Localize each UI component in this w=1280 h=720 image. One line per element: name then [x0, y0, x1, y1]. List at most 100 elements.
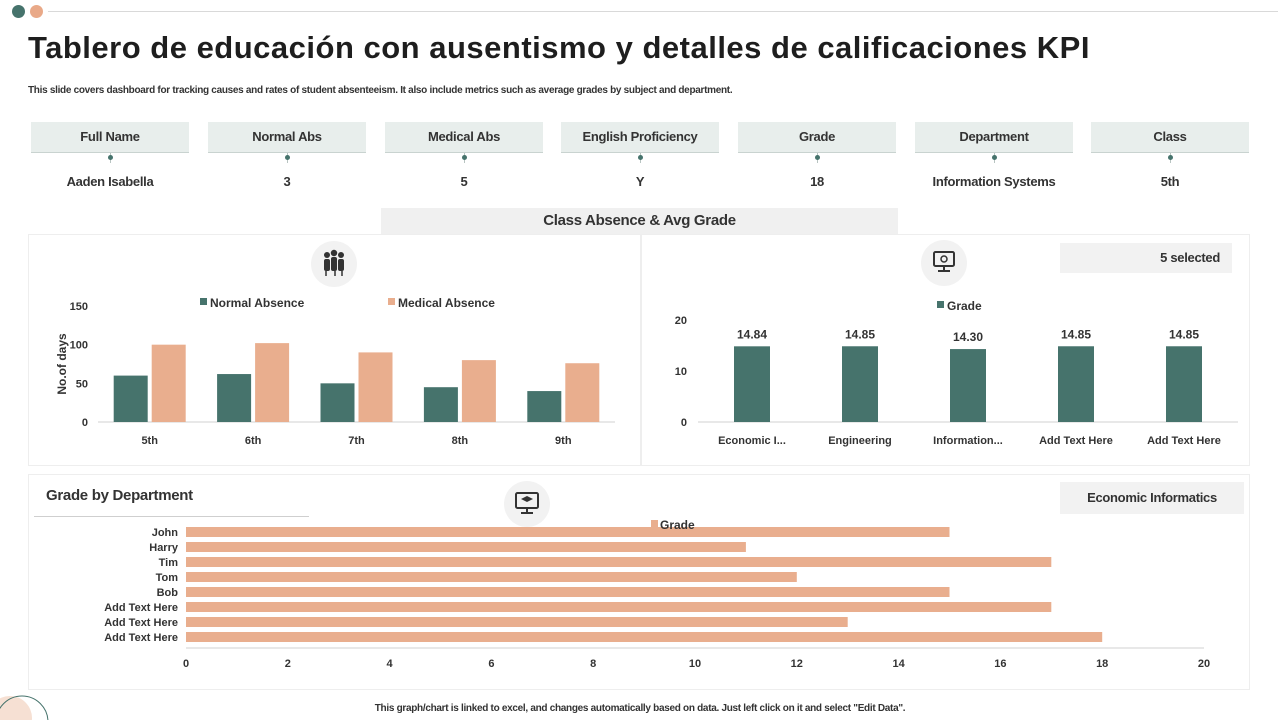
- bar-grade: [950, 349, 986, 422]
- kpi-value: Y: [635, 174, 645, 189]
- data-label: 14.85: [1061, 327, 1091, 341]
- selection-filter[interactable]: 5 selected: [1060, 243, 1232, 273]
- bar-normal-absence: [527, 391, 562, 422]
- kpi-dot: [1167, 155, 1173, 160]
- legend-label: Grade: [660, 518, 695, 532]
- x-tick-label: 16: [994, 658, 1006, 670]
- department-filter[interactable]: Economic Informatics: [1060, 482, 1244, 514]
- data-label: 14.85: [845, 327, 875, 341]
- legend-label: Medical Absence: [398, 296, 495, 310]
- kpi-medical-abs: Medical Abs 5: [385, 122, 543, 189]
- bar-medical-absence: [358, 352, 393, 422]
- x-tick-label: Add Text Here: [1147, 435, 1221, 447]
- top-divider: [48, 11, 1278, 12]
- bar-grade: [842, 346, 878, 422]
- kpi-label: Grade: [738, 122, 896, 153]
- kpi-label: Normal Abs: [208, 122, 366, 153]
- x-tick-label: 2: [285, 658, 291, 670]
- absence-chart: 0 50 100 150 No.of days 5th 6th 7th 8th 9th Normal…: [55, 296, 615, 447]
- x-tick-label: 7th: [348, 435, 365, 447]
- bar-grade: [1058, 346, 1094, 422]
- kpi-value: 3: [283, 174, 291, 189]
- bar-medical-absence: [461, 360, 496, 422]
- bar-grade: [186, 542, 746, 552]
- x-tick-label: 5th: [141, 435, 158, 447]
- data-label: 14.84: [737, 327, 767, 341]
- y-tick-label: Harry: [149, 542, 179, 554]
- x-tick-label: Engineering: [828, 435, 892, 447]
- y-tick-label: 20: [675, 315, 687, 327]
- y-tick-label: Tim: [159, 557, 179, 569]
- x-tick-label: 9th: [555, 435, 572, 447]
- people-group-icon: [311, 241, 357, 287]
- bar-medical-absence: [151, 344, 186, 422]
- bar-medical-absence: [565, 363, 600, 422]
- monitor-gear-icon: [921, 240, 967, 286]
- x-tick-label: 14: [892, 658, 905, 670]
- kpi-class: Class 5th: [1091, 122, 1249, 189]
- x-tick-label: 10: [689, 658, 701, 670]
- kpi-dot: [814, 155, 820, 160]
- section-header: Class Absence & Avg Grade: [381, 208, 898, 234]
- bar-medical-absence: [255, 343, 290, 422]
- decor-dot-teal: [12, 5, 25, 18]
- kpi-label: English Proficiency: [561, 122, 719, 153]
- data-label: 14.85: [1169, 327, 1199, 341]
- department-grade-chart: John Harry Tim Tom Bob Add Text Here Add Text …: [104, 518, 1210, 670]
- bar-grade: [186, 557, 1052, 567]
- footer-note: This graph/chart is linked to excel, and…: [374, 703, 906, 714]
- y-tick-label: Tom: [156, 572, 179, 584]
- bar-grade: [186, 602, 1052, 612]
- legend-swatch: [937, 301, 944, 308]
- bar-normal-absence: [217, 374, 252, 422]
- department-panel-title: Grade by Department: [46, 487, 193, 504]
- x-tick-label: Information...: [933, 435, 1003, 447]
- kpi-dot: [284, 155, 290, 160]
- bar-normal-absence: [320, 383, 355, 422]
- kpi-dot: [637, 155, 643, 160]
- kpi-value: 5th: [1160, 174, 1180, 189]
- x-tick-label: Add Text Here: [1039, 435, 1113, 447]
- kpi-dot: [991, 155, 997, 160]
- kpi-value: 18: [810, 174, 824, 189]
- page-subtitle: This slide covers dashboard for tracking…: [28, 85, 733, 96]
- x-tick-label: 4: [387, 658, 394, 670]
- legend-swatch: [388, 298, 395, 305]
- legend-label: Grade: [947, 299, 982, 313]
- y-tick-label: Bob: [157, 587, 179, 599]
- kpi-value: 5: [460, 174, 468, 189]
- x-tick-label: 8: [590, 658, 596, 670]
- kpi-grade: Grade 18: [738, 122, 896, 189]
- y-tick-label: Add Text Here: [104, 632, 178, 644]
- y-tick-label: 0: [681, 417, 687, 429]
- y-tick-label: Add Text Here: [104, 602, 178, 614]
- legend-swatch: [200, 298, 207, 305]
- kpi-label: Department: [915, 122, 1073, 153]
- kpi-english-proficiency: English Proficiency Y: [561, 122, 719, 189]
- bar-grade: [186, 527, 950, 537]
- y-axis-label: No.of days: [55, 333, 69, 395]
- bar-grade: [1166, 346, 1202, 422]
- page-title: Tablero de educación con ausentismo y de…: [28, 30, 1090, 65]
- y-tick-label: John: [152, 527, 179, 539]
- x-tick-label: 12: [791, 658, 803, 670]
- bar-grade: [186, 572, 797, 582]
- slider-track[interactable]: [34, 516, 309, 517]
- y-tick-label: 150: [70, 301, 88, 313]
- x-tick-label: 18: [1096, 658, 1108, 670]
- x-tick-label: 20: [1198, 658, 1210, 670]
- legend-label: Normal Absence: [210, 296, 305, 310]
- bar-grade: [186, 587, 950, 597]
- bar-normal-absence: [113, 375, 148, 422]
- grade-chart: 0 10 20 14.84 Economic I... 14.85 Engineering 1…: [675, 299, 1238, 447]
- decor-circle: [0, 695, 49, 720]
- y-tick-label: 100: [70, 340, 88, 352]
- kpi-full-name: Full Name Aaden Isabella: [31, 122, 189, 189]
- kpi-dot: [107, 155, 113, 160]
- kpi-label: Full Name: [31, 122, 189, 153]
- kpi-value: Information Systems: [932, 174, 1056, 189]
- y-tick-label: 10: [675, 366, 687, 378]
- y-tick-label: 0: [82, 417, 88, 429]
- x-tick-label: 0: [183, 658, 189, 670]
- x-tick-label: Economic I...: [718, 435, 786, 447]
